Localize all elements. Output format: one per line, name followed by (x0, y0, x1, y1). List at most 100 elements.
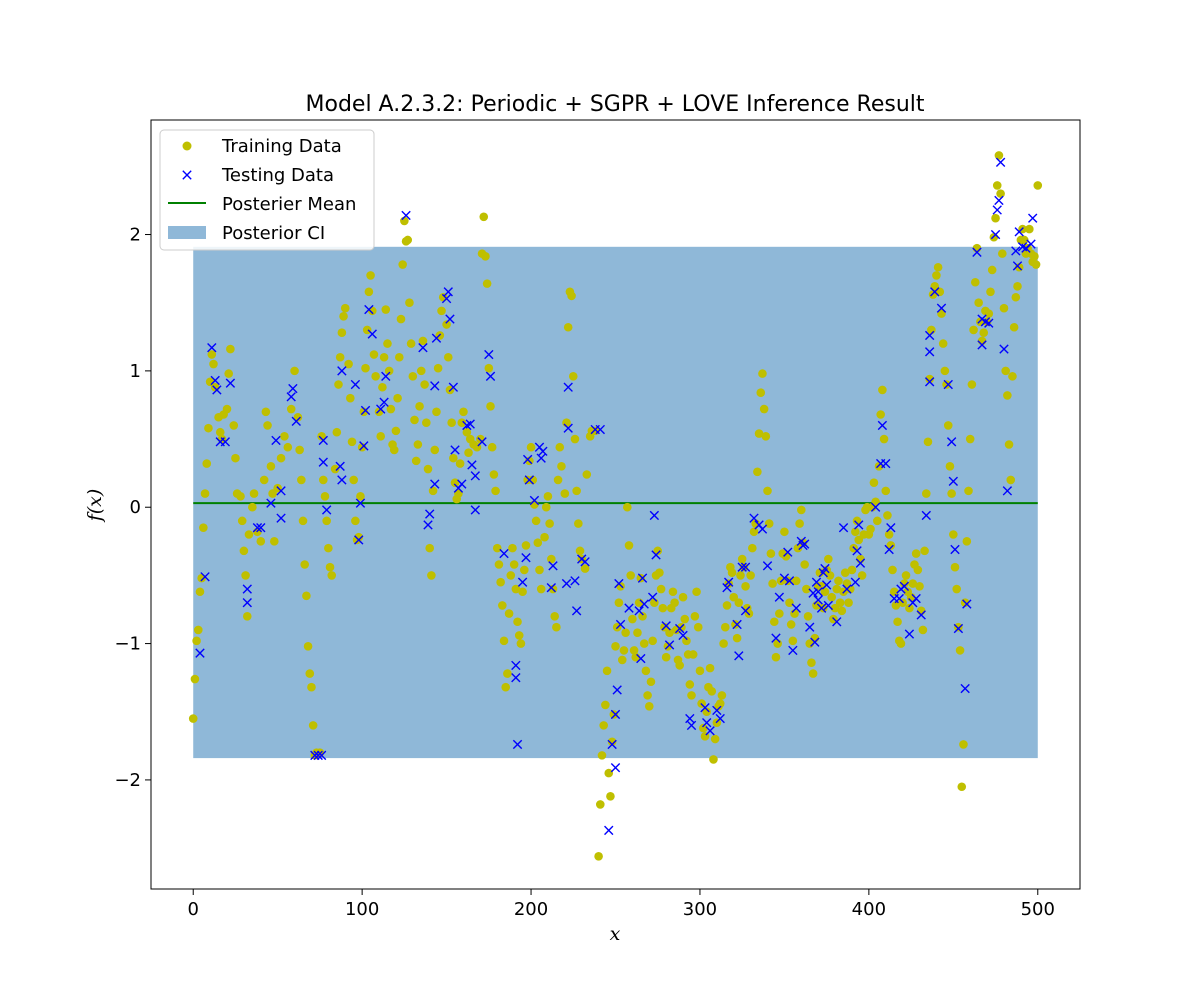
testing-point-stroke (276, 486, 286, 496)
testing-point (877, 420, 888, 431)
testing-point-stroke (924, 347, 935, 357)
testing-point (521, 552, 531, 563)
training-point (202, 459, 212, 468)
testing-point (450, 445, 460, 455)
legend-ci-swatch (168, 226, 206, 239)
training-point (597, 751, 607, 760)
testing-point (712, 705, 722, 716)
testing-point (359, 441, 369, 451)
testing-point-stroke (639, 599, 649, 609)
training-point (724, 579, 733, 588)
training-point (932, 271, 941, 280)
testing-point (485, 371, 496, 382)
training-point (318, 475, 328, 485)
testing-point-stroke (972, 247, 982, 257)
training-point (533, 538, 543, 547)
testing-point (990, 229, 1001, 240)
testing-point-stroke (994, 195, 1004, 206)
training-point (293, 412, 303, 422)
testing-point-stroke (722, 582, 732, 593)
testing-point (335, 461, 345, 472)
training-point (722, 601, 732, 610)
testing-point (242, 597, 252, 608)
training-point (606, 791, 615, 801)
x-axis-label: x (610, 923, 621, 945)
training-point (979, 328, 989, 338)
training-point (690, 612, 700, 621)
testing-point (799, 539, 810, 549)
training-point (200, 489, 210, 498)
training-point (403, 235, 413, 245)
testing-point (195, 648, 205, 658)
training-point (835, 598, 845, 607)
training-point (462, 427, 472, 437)
training-point (366, 271, 375, 280)
training-point (320, 492, 330, 501)
training-point (516, 639, 526, 648)
testing-point-stroke (548, 561, 558, 571)
testing-point-stroke (749, 513, 759, 523)
y-tick-label: −2 (114, 770, 141, 791)
training-point (595, 800, 605, 809)
training-point (541, 502, 551, 512)
training-point (709, 755, 718, 764)
testing-point (737, 562, 747, 572)
testing-point-stroke (799, 539, 810, 549)
training-point (818, 603, 828, 613)
training-point (222, 404, 232, 414)
testing-point (276, 486, 286, 496)
testing-point (936, 303, 947, 313)
testing-point (855, 558, 866, 568)
training-point (840, 568, 850, 577)
testing-point (700, 702, 710, 713)
testing-point-stroke (992, 205, 1002, 215)
training-point (950, 562, 960, 572)
testing-point-stroke (894, 593, 904, 604)
training-point (668, 587, 678, 597)
testing-point (580, 557, 590, 567)
testing-point (762, 561, 773, 571)
testing-point (225, 378, 236, 388)
testing-point-stroke (661, 621, 671, 631)
testing-point-stroke (457, 479, 467, 489)
testing-point-stroke (364, 304, 374, 315)
training-point (248, 502, 257, 512)
testing-point (930, 287, 940, 297)
testing-point (832, 617, 842, 627)
training-point (808, 669, 818, 678)
testing-point (624, 603, 634, 613)
testing-point (401, 210, 411, 221)
testing-point (381, 371, 391, 382)
testing-point (984, 318, 994, 328)
testing-point (499, 548, 509, 559)
training-point (753, 467, 762, 477)
testing-point (813, 587, 823, 597)
testing-point-stroke (546, 582, 557, 593)
training-point (945, 462, 955, 471)
testing-point (313, 750, 323, 761)
training-point (423, 464, 433, 474)
training-point (420, 380, 429, 389)
training-point (937, 309, 946, 318)
training-point (832, 584, 842, 594)
testing-point-stroke (634, 606, 644, 616)
training-point (692, 587, 701, 597)
testing-point (962, 599, 972, 609)
testing-point (850, 577, 861, 587)
training-point (957, 782, 967, 792)
training-point (231, 453, 240, 463)
testing-point-stroke (816, 603, 827, 613)
training-point (307, 682, 316, 692)
testing-point (924, 347, 935, 357)
training-point (964, 486, 973, 496)
training-point (619, 646, 629, 655)
testing-point (207, 343, 217, 353)
training-point (756, 388, 766, 397)
testing-point (732, 619, 742, 630)
testing-point (664, 640, 675, 650)
testing-point-stroke (664, 640, 675, 650)
testing-point (563, 423, 573, 433)
training-point (856, 554, 865, 564)
